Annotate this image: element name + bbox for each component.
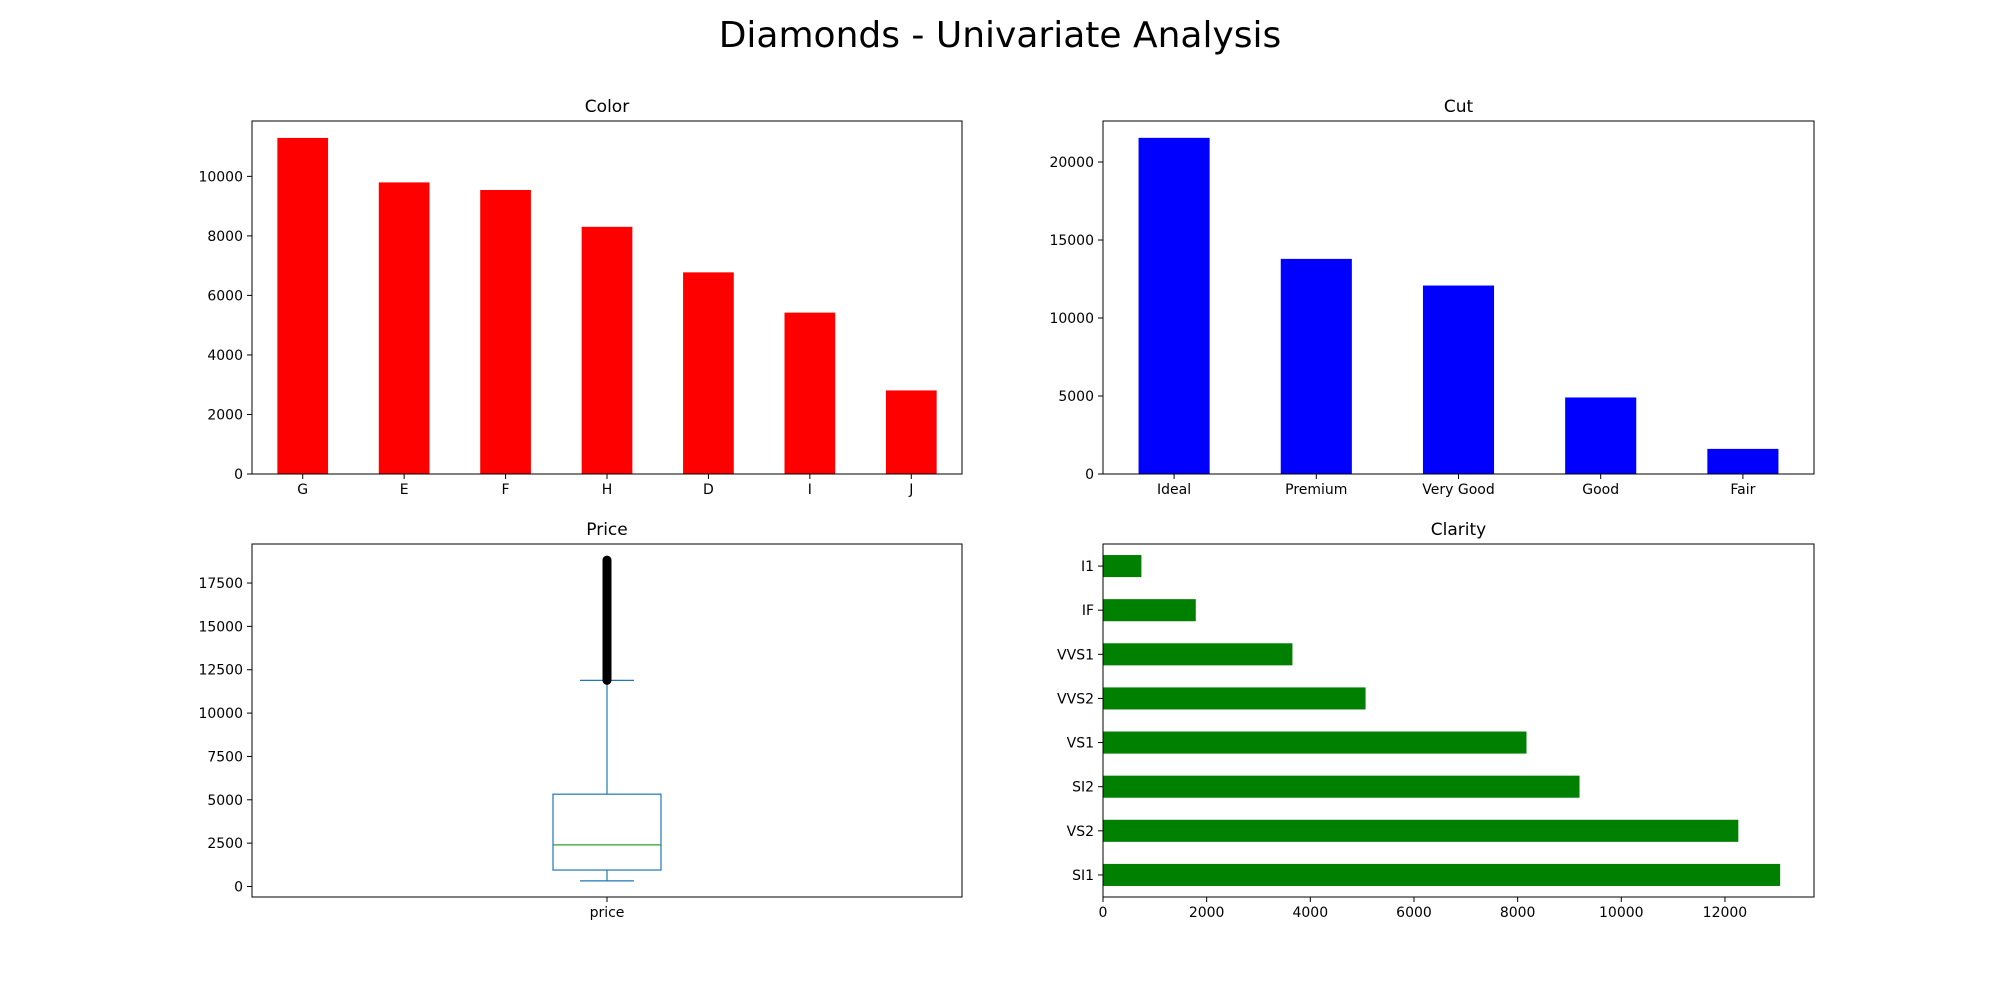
color-xtick-label: I: [808, 482, 812, 498]
clarity-ytick-label: VVS1: [1057, 647, 1094, 663]
price-ytick-label: 12500: [198, 663, 243, 679]
clarity-bar-SI2: [1103, 775, 1580, 798]
clarity-xtick-label: 8000: [1500, 905, 1536, 921]
clarity-ytick-label: VS2: [1067, 824, 1094, 840]
color-xtick-label: F: [502, 482, 510, 498]
cut-bar-Fair: [1707, 448, 1779, 474]
clarity-xtick-label: 10000: [1599, 905, 1644, 921]
color-ytick-label: 4000: [207, 348, 243, 364]
cut-bar-Good: [1565, 397, 1637, 474]
subplots: Color G E F H D I J 0 2000 4000 6000 8000 10000 Cut Ide…: [198, 97, 1815, 921]
clarity-bar-VS2: [1103, 819, 1739, 842]
price-title: Price: [586, 520, 627, 540]
cut-ytick-label: 10000: [1049, 311, 1094, 327]
subplot-price: Price price 0 2500 5000 7500 10000 12500 15000 17…: [198, 520, 963, 921]
color-xtick-label: J: [908, 482, 913, 498]
color-xtick-label: E: [400, 482, 409, 498]
price-ytick-label: 0: [234, 880, 243, 896]
cut-xtick-label: Fair: [1730, 482, 1755, 498]
cut-bar-Very Good: [1422, 285, 1495, 474]
cut-axes-frame: [1102, 120, 1815, 475]
clarity-xtick-label: 12000: [1703, 905, 1748, 921]
cut-bar-Ideal: [1138, 137, 1210, 475]
color-bar-D: [683, 272, 734, 474]
clarity-ytick-label: VS1: [1067, 736, 1094, 752]
subplot-clarity: Clarity SI1 VS2 SI2 VS1 VVS2 VVS1 IF I1 0 2000 4000…: [1057, 520, 1815, 921]
cut-xtick-label: Ideal: [1157, 482, 1191, 498]
color-bar-E: [378, 182, 430, 474]
price-ytick-label: 5000: [207, 793, 243, 809]
price-xtick-label: price: [590, 905, 625, 921]
clarity-axes-frame: [1102, 543, 1815, 898]
color-ytick-label: 2000: [207, 407, 243, 423]
clarity-ytick-label: I1: [1081, 559, 1094, 575]
figure-title: Diamonds - Univariate Analysis: [719, 15, 1282, 56]
cut-xtick-label: Premium: [1285, 482, 1347, 498]
clarity-title: Clarity: [1431, 520, 1486, 540]
cut-ytick-label: 20000: [1049, 155, 1094, 171]
color-bar-G: [277, 137, 329, 475]
price-ytick-label: 7500: [207, 749, 243, 765]
color-xtick-label: H: [602, 482, 613, 498]
subplot-cut: Cut Ideal Premium Very Good Good Fair 0 5000 100…: [1049, 97, 1815, 498]
cut-xtick-label: Good: [1582, 482, 1619, 498]
clarity-bar-VVS1: [1103, 643, 1293, 666]
color-bar-H: [581, 226, 633, 474]
cut-ytick-label: 15000: [1049, 233, 1094, 249]
clarity-bar-I1: [1103, 555, 1142, 578]
price-ytick-label: 17500: [198, 576, 243, 592]
color-bar-I: [784, 312, 836, 474]
price-ytick-label: 10000: [198, 706, 243, 722]
cut-ytick-label: 5000: [1058, 389, 1094, 405]
color-ytick-label: 10000: [198, 169, 243, 185]
clarity-ytick-label: SI1: [1072, 868, 1094, 884]
cut-bar-Premium: [1280, 258, 1352, 474]
clarity-ytick-label: VVS2: [1057, 691, 1094, 707]
price-box: [552, 793, 662, 871]
price-axes-frame: [251, 543, 963, 898]
color-ytick-label: 6000: [207, 288, 243, 304]
clarity-bar-VVS2: [1103, 687, 1366, 710]
color-ytick-label: 0: [234, 467, 243, 483]
clarity-xtick-label: 0: [1099, 905, 1108, 921]
clarity-xtick-label: 6000: [1396, 905, 1432, 921]
clarity-ytick-label: SI2: [1072, 780, 1094, 796]
price-ytick-label: 15000: [198, 619, 243, 635]
clarity-bar-SI1: [1103, 863, 1781, 886]
cut-title: Cut: [1444, 97, 1474, 117]
clarity-xtick-label: 4000: [1292, 905, 1328, 921]
color-bar-J: [885, 390, 937, 474]
price-ytick-label: 2500: [207, 836, 243, 852]
cut-xtick-label: Very Good: [1422, 482, 1494, 498]
clarity-xtick-label: 2000: [1189, 905, 1225, 921]
clarity-bar-VS1: [1103, 731, 1527, 754]
color-title: Color: [585, 97, 629, 117]
color-ytick-label: 8000: [207, 229, 243, 245]
color-bar-F: [480, 189, 531, 475]
subplot-color: Color G E F H D I J 0 2000 4000 6000 8000 10000: [198, 97, 963, 498]
clarity-bar-IF: [1103, 599, 1196, 622]
color-xtick-label: G: [297, 482, 308, 498]
color-xtick-label: D: [703, 482, 714, 498]
color-axes-frame: [251, 120, 963, 475]
clarity-ytick-label: IF: [1082, 603, 1094, 619]
cut-ytick-label: 0: [1085, 467, 1094, 483]
